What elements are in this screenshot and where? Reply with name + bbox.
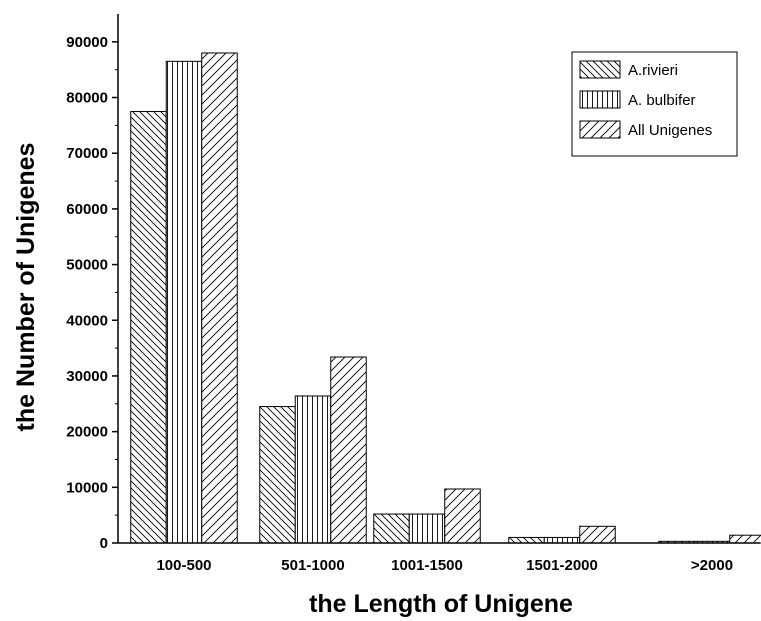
bar [543,536,581,544]
legend-swatch [579,90,621,109]
bar [373,513,410,544]
x-tick-label: 1501-2000 [526,557,598,574]
y-tick-label: 40000 [66,312,108,329]
axes-layer [117,14,760,544]
bar [408,513,446,544]
bar [201,52,238,544]
y-tick-label: 0 [100,535,108,552]
y-tick-label: 50000 [66,257,108,274]
x-tick-label: >2000 [691,557,733,574]
bar [508,536,545,544]
x-ticks: 100-500 501-1000 1001-1500 1501-2000 >2000 [156,557,733,574]
bar [130,110,167,544]
bar [444,488,481,544]
legend-swatch [579,60,621,79]
legend-swatch [579,120,621,139]
x-tick-label: 501-1000 [281,557,344,574]
y-tick-label: 90000 [66,34,108,51]
y-axis-title: the Number of Unigenes [12,143,40,432]
bar [259,406,296,544]
legend: A.rivieri A. bulbifer All Unigenes [571,51,738,157]
y-tick-label: 30000 [66,368,108,385]
legend-label: A.rivieri [628,62,678,79]
legend-label: A. bulbifer [628,92,696,109]
y-tick-label: 10000 [66,479,108,496]
y-tick-label: 70000 [66,145,108,162]
bar [579,525,616,544]
bar [165,60,203,544]
y-ticks: 0 10000 20000 30000 40000 50000 60000 70000 8000… [66,34,118,552]
y-tick-label: 60000 [66,201,108,218]
bar [729,534,761,544]
x-tick-label: 100-500 [156,557,211,574]
y-tick-label: 80000 [66,90,108,107]
legend-label: All Unigenes [628,122,712,139]
bars-layer [130,52,761,544]
y-tick-label: 20000 [66,424,108,441]
bar [330,356,367,544]
bar [294,395,332,544]
x-axis-title: the Length of Unigene [309,590,573,618]
x-tick-label: 1001-1500 [391,557,463,574]
